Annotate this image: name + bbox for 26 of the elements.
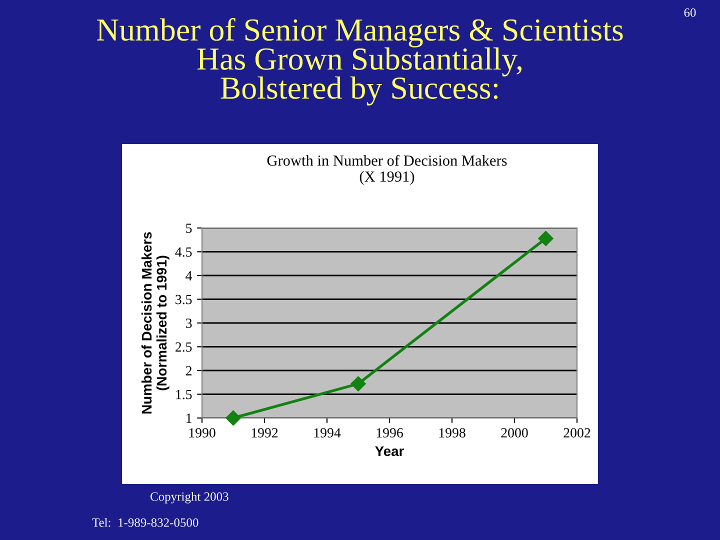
chart-subtitle: Growth in Number of Decision Makers (X 1991) [267,154,507,185]
x-tick-label: 1994 [314,428,341,438]
point [538,230,554,246]
x-tick-label: 1992 [252,428,278,438]
text: Copyright 2003 [150,492,228,504]
y-tick-label: 4.5 [175,247,192,257]
x-tick-label: 2000 [501,428,528,438]
x-tick-label: 1990 [189,428,216,438]
point [226,410,241,426]
y-tick-label: 2 [186,366,192,376]
y-tick-label: 1 [186,414,192,423]
y-tick-label: 1.5 [176,390,192,400]
y-tick-label: 2.5 [176,342,192,352]
x-tick-label: 1996 [376,428,403,438]
x-tick-label: 2002 [564,428,590,438]
text: 60 [684,8,696,17]
x-tick-label: 1998 [439,428,466,438]
y-axis-title: Number of Decision Makers (Normalized to 1991) [141,232,170,414]
y-tick-label: 4 [186,271,192,280]
text: Tel: 1-989-832-0500 [92,518,198,527]
y-tick-label: 5 [186,224,192,233]
point [350,376,366,392]
chart-title: Number of Senior Managers & Scientists Has Grown Substantially, Bolstered by Success: [96,18,623,106]
x-axis-title: Year [375,446,404,456]
y-tick-label: 3.5 [176,294,192,304]
y-tick-label: 3 [186,318,192,328]
